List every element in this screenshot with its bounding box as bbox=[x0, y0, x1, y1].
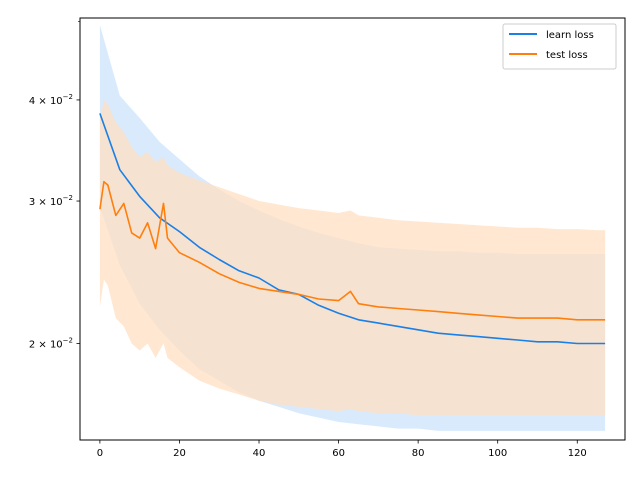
x-tick-label: 40 bbox=[253, 448, 266, 459]
x-tick-label: 80 bbox=[412, 448, 425, 459]
legend: learn loss test loss bbox=[502, 23, 617, 70]
y-tick-label: 2 × 10−2 bbox=[29, 337, 73, 351]
x-tick-label: 0 bbox=[97, 448, 103, 459]
plot-frame bbox=[79, 17, 626, 441]
x-tick-label: 100 bbox=[488, 448, 507, 459]
series-lines bbox=[99, 113, 606, 345]
legend-label-test-loss: test loss bbox=[546, 50, 588, 61]
x-tick-label: 120 bbox=[568, 448, 587, 459]
x-axis: 0 20 40 60 80 100 120 bbox=[97, 440, 587, 459]
x-tick-label: 20 bbox=[173, 448, 186, 459]
y-tick-label: 4 × 10−2 bbox=[29, 93, 73, 107]
x-tick-label: 60 bbox=[332, 448, 345, 459]
legend-label-learn-loss: learn loss bbox=[546, 30, 594, 41]
test-loss-line bbox=[99, 180, 606, 321]
learn-loss-line bbox=[99, 113, 606, 345]
y-tick-label: 3 × 10−2 bbox=[29, 194, 73, 208]
legend-box bbox=[502, 23, 617, 70]
y-axis: 2 × 10−2 3 × 10−2 4 × 10−2 bbox=[29, 21, 80, 351]
